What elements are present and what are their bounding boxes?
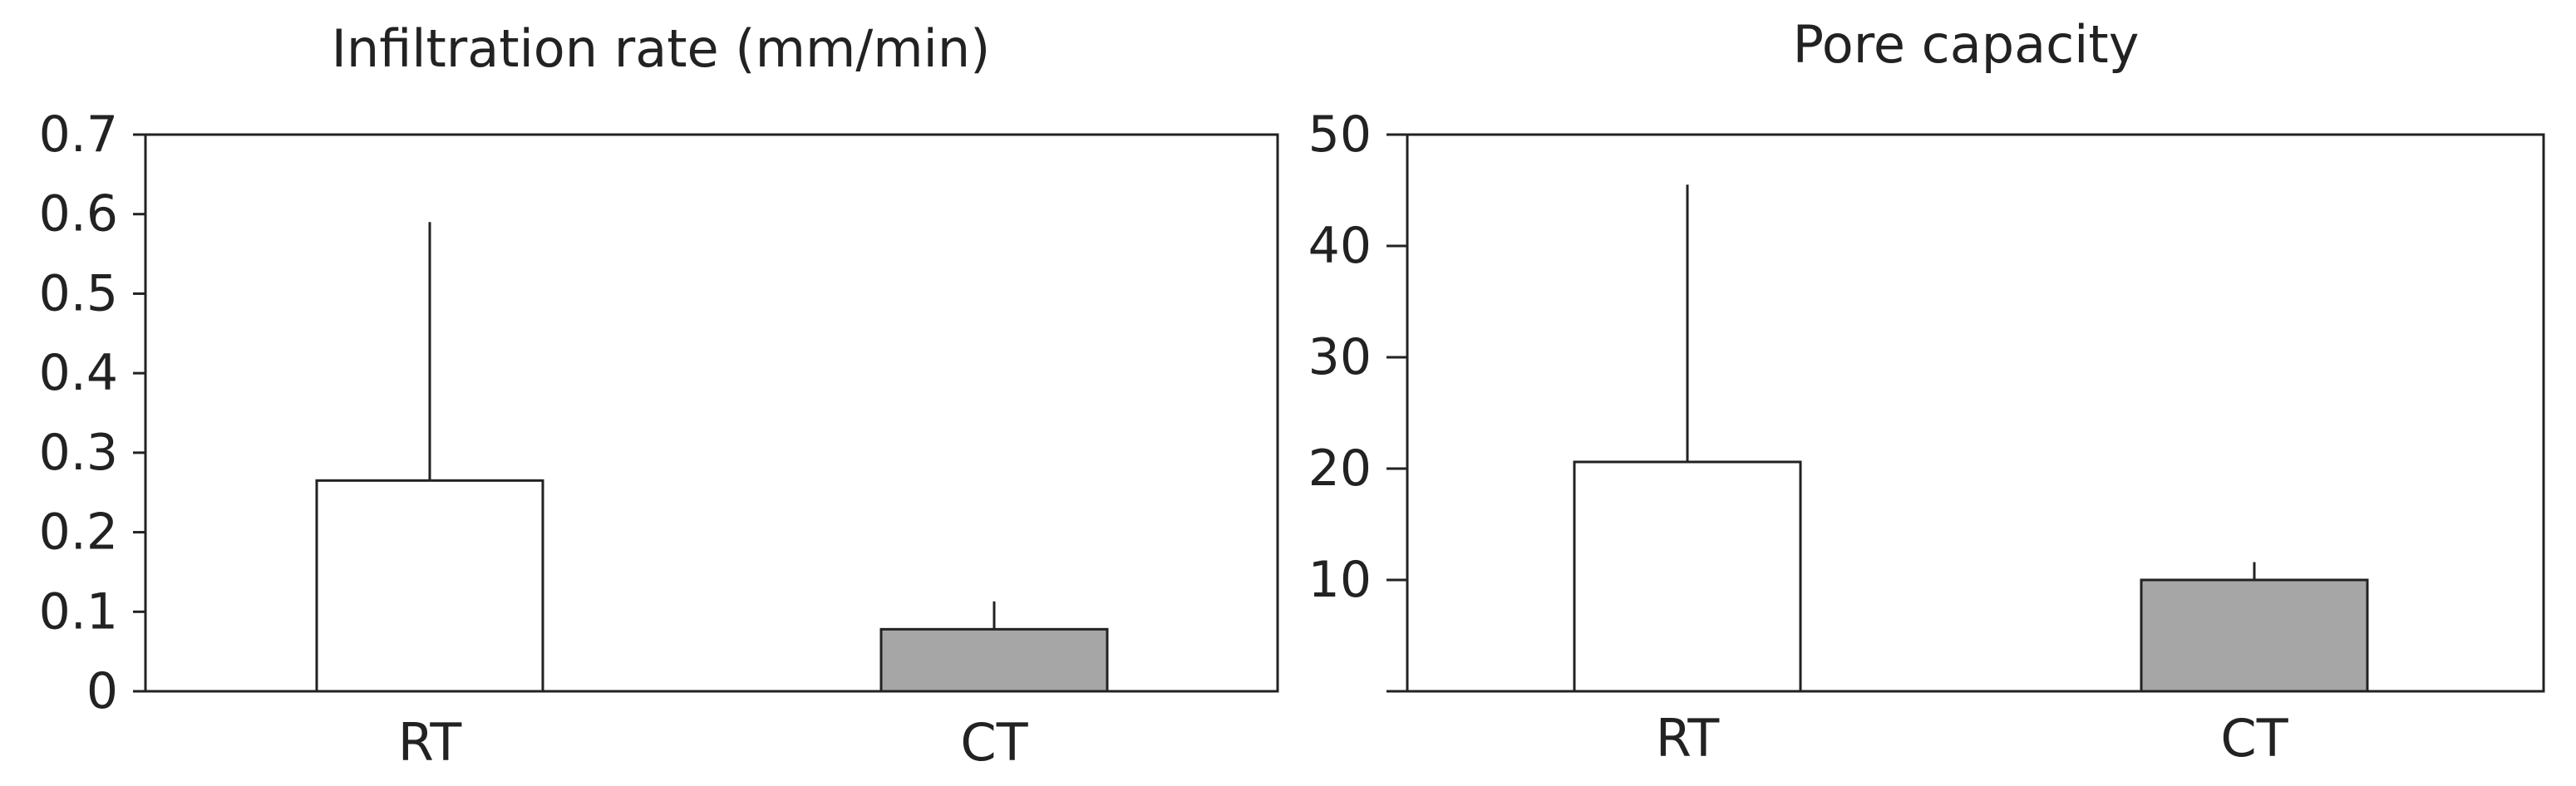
y-tick-label: 0 xyxy=(86,662,118,720)
bar-rt xyxy=(315,479,544,693)
x-category-label: RT xyxy=(398,712,463,773)
plot-frame xyxy=(1406,133,2545,693)
y-tick-label: 0.1 xyxy=(39,582,118,641)
y-tick-label: 0.4 xyxy=(39,344,118,402)
x-category-label: CT xyxy=(960,712,1028,773)
chart-title: Infiltration rate (mm/min) xyxy=(332,18,991,79)
chart-title: Pore capacity xyxy=(1793,14,2140,75)
y-tick-label: 10 xyxy=(1308,551,1372,609)
x-category-label: RT xyxy=(1656,708,1721,769)
y-tick-label: 20 xyxy=(1308,440,1372,498)
y-tick-label: 0.7 xyxy=(39,106,118,164)
y-tick-label: 40 xyxy=(1308,217,1372,275)
y-tick-label: 0.3 xyxy=(39,424,118,482)
bar-ct xyxy=(879,627,1109,693)
y-tick-label: 0.2 xyxy=(39,504,118,562)
bar-ct xyxy=(2140,578,2369,693)
y-tick-label: 50 xyxy=(1308,106,1372,164)
bar-rt xyxy=(1573,460,1802,693)
y-tick-label: 0.5 xyxy=(39,264,118,322)
y-tick-label: 30 xyxy=(1308,328,1372,386)
infiltration-rate-chart: Infiltration rate (mm/min) 0 0.1 0.2 0.3 0.4… xyxy=(39,18,1279,773)
y-tick-label: 0.6 xyxy=(39,185,118,243)
x-category-label: CT xyxy=(2220,708,2288,769)
pore-capacity-chart: Pore capacity 10 20 30 40 50 RT CT xyxy=(1308,14,2545,769)
plot-frame xyxy=(144,133,1279,693)
